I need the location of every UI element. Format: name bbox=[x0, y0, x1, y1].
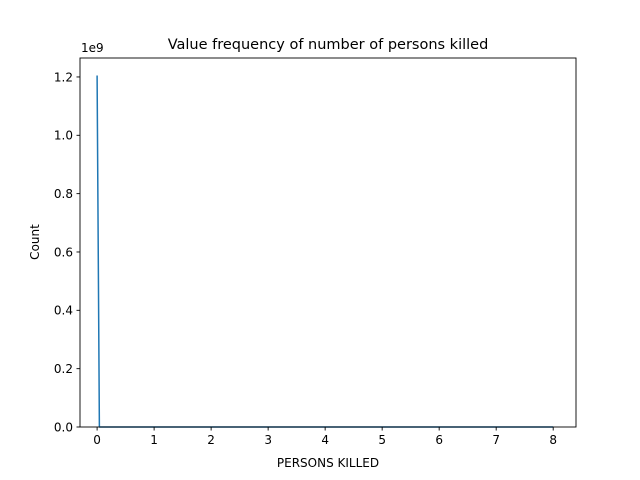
y-tick-label-1: 0.2 bbox=[54, 362, 73, 376]
x-tick-label-7: 7 bbox=[492, 433, 500, 447]
plot-frame bbox=[79, 57, 577, 428]
y-offset-label: 1e9 bbox=[81, 41, 104, 55]
x-tick-label-6: 6 bbox=[435, 433, 443, 447]
y-tick-label-2: 0.4 bbox=[54, 304, 73, 318]
x-tick-label-4: 4 bbox=[321, 433, 329, 447]
x-tick-label-3: 3 bbox=[264, 433, 272, 447]
y-axis-label: Count bbox=[28, 224, 42, 260]
series-line-0 bbox=[96, 75, 554, 428]
y-tick-label-3: 0.6 bbox=[54, 245, 73, 259]
y-tick-label-5: 1.0 bbox=[54, 129, 73, 143]
chart-title: Value frequency of number of persons kil… bbox=[168, 37, 489, 53]
x-tick-label-8: 8 bbox=[549, 433, 557, 447]
plot-area: 0 1 2 3 4 5 6 7 8 0.0 0.2 0.4 0.6 0.8 1.0 1.2 bbox=[54, 57, 577, 447]
x-axis-label: PERSONS KILLED bbox=[277, 456, 379, 470]
y-tick-label-4: 0.8 bbox=[54, 187, 73, 201]
x-tick-label-1: 1 bbox=[150, 433, 158, 447]
y-tick-label-0: 0.0 bbox=[54, 420, 73, 434]
x-tick-label-0: 0 bbox=[93, 433, 101, 447]
x-tick-label-5: 5 bbox=[378, 433, 386, 447]
y-tick-label-6: 1.2 bbox=[54, 70, 73, 84]
x-tick-label-2: 2 bbox=[207, 433, 215, 447]
